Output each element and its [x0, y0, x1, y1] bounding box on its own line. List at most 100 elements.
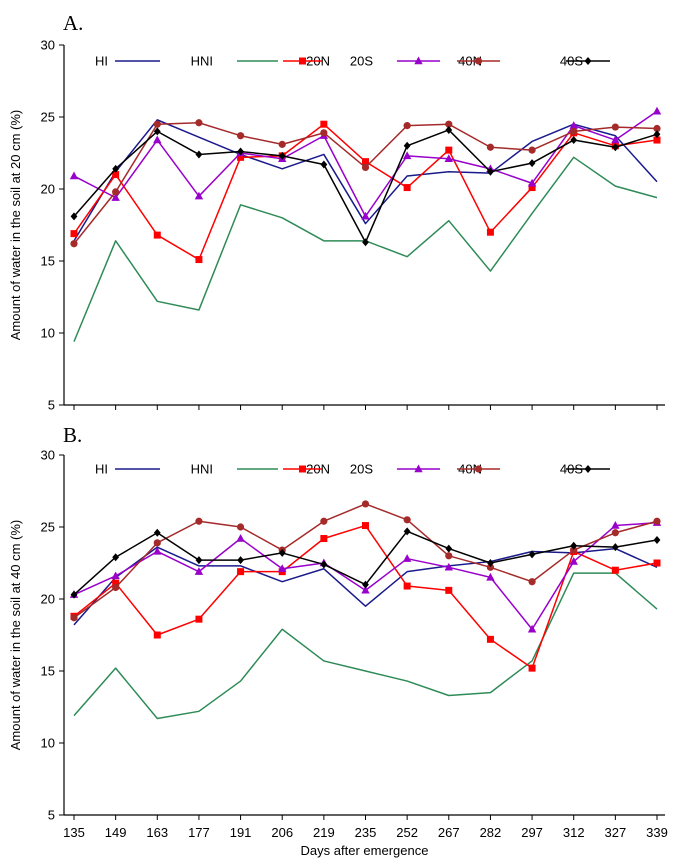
series-line-hni [73, 156, 658, 342]
data-point [445, 125, 453, 134]
x-tick-label: 149 [105, 825, 127, 840]
data-point [320, 560, 328, 569]
data-point [403, 582, 411, 590]
legend-label: 20S [350, 54, 373, 69]
data-point [153, 231, 161, 239]
data-point [112, 583, 120, 592]
data-point [278, 140, 286, 148]
data-point [236, 132, 245, 140]
x-tick-label: 135 [63, 825, 85, 840]
data-point [444, 154, 453, 162]
data-point [195, 615, 203, 623]
data-point [570, 136, 578, 145]
data-point [486, 635, 494, 643]
legend-marker [584, 465, 592, 473]
data-point [278, 151, 286, 160]
data-point [320, 120, 328, 128]
data-point [611, 143, 619, 152]
legend-label: HI [95, 462, 108, 477]
data-point [112, 171, 120, 179]
data-point [361, 211, 370, 220]
y-tick-label: 10 [41, 736, 55, 751]
data-point [320, 160, 328, 169]
data-point [320, 535, 328, 543]
data-point [528, 550, 536, 559]
data-point [611, 135, 620, 144]
data-point [195, 150, 203, 159]
legend: HI HNI 20N 20S 40N 40S [95, 462, 610, 477]
legend-label: HNI [191, 462, 213, 477]
series-40s [70, 125, 661, 247]
y-tick-label: 5 [48, 398, 55, 413]
x-tick-label: 219 [313, 825, 335, 840]
data-point [570, 127, 578, 135]
data-point [528, 159, 536, 168]
data-point [236, 523, 245, 531]
data-point [486, 228, 494, 236]
legend-marker [474, 465, 483, 473]
chart-panel-b: B. 5 10 15 20 25 30 135 149 163 177 191 206 219 235 252… [8, 423, 668, 858]
x-tick-label: 252 [396, 825, 418, 840]
data-point [403, 141, 411, 150]
data-point [278, 564, 287, 572]
data-point [195, 119, 203, 127]
data-point [320, 517, 328, 525]
x-axis-title: Days after emergence [301, 843, 429, 858]
series-40s [70, 527, 661, 599]
data-point [445, 146, 453, 154]
y-tick-label: 5 [48, 808, 55, 823]
data-point [153, 631, 161, 639]
data-point [528, 664, 536, 672]
data-point [362, 238, 369, 247]
series-line-hni [73, 572, 658, 720]
data-point [652, 106, 662, 115]
data-point [153, 135, 162, 144]
y-tick-label: 10 [41, 326, 55, 341]
series-40n [70, 500, 661, 622]
data-point [486, 572, 495, 581]
data-point [528, 184, 536, 192]
data-point [362, 580, 369, 589]
data-point [112, 188, 120, 196]
x-tick-label: 163 [146, 825, 168, 840]
legend-label: HI [95, 54, 108, 69]
x-tick-label: 297 [521, 825, 543, 840]
data-point [486, 563, 495, 571]
data-point [403, 122, 411, 130]
x-tick-label: 206 [271, 825, 293, 840]
data-point [653, 517, 661, 525]
legend-marker [414, 56, 423, 65]
data-point [111, 193, 120, 201]
y-tick-label: 25 [41, 110, 55, 125]
data-point [112, 579, 120, 587]
data-point [153, 528, 161, 537]
data-point [70, 212, 78, 221]
series-line-40n [73, 503, 658, 619]
data-point [153, 127, 161, 136]
data-point [445, 586, 453, 594]
x-tick-label: 282 [480, 825, 502, 840]
data-point [70, 590, 78, 599]
data-point [611, 123, 619, 131]
data-point [569, 121, 578, 129]
x-tick-label: 327 [605, 825, 627, 840]
data-point [653, 535, 661, 544]
y-tick-label: 15 [41, 254, 55, 269]
data-point [111, 571, 120, 580]
legend-marker [474, 57, 483, 65]
data-point [611, 566, 619, 574]
x-tick-label: 267 [438, 825, 460, 840]
data-point [570, 541, 578, 550]
data-point [445, 120, 453, 128]
data-point [611, 529, 619, 537]
data-point [70, 240, 78, 248]
data-point [361, 163, 370, 171]
x-tick-label: 339 [646, 825, 668, 840]
data-point [362, 158, 369, 166]
legend-marker [584, 57, 592, 65]
legend: HI HNI 20N 20S 40N 40S [95, 54, 610, 69]
series-line-20s [73, 521, 658, 630]
series-40n [70, 119, 661, 248]
data-point [361, 585, 370, 594]
